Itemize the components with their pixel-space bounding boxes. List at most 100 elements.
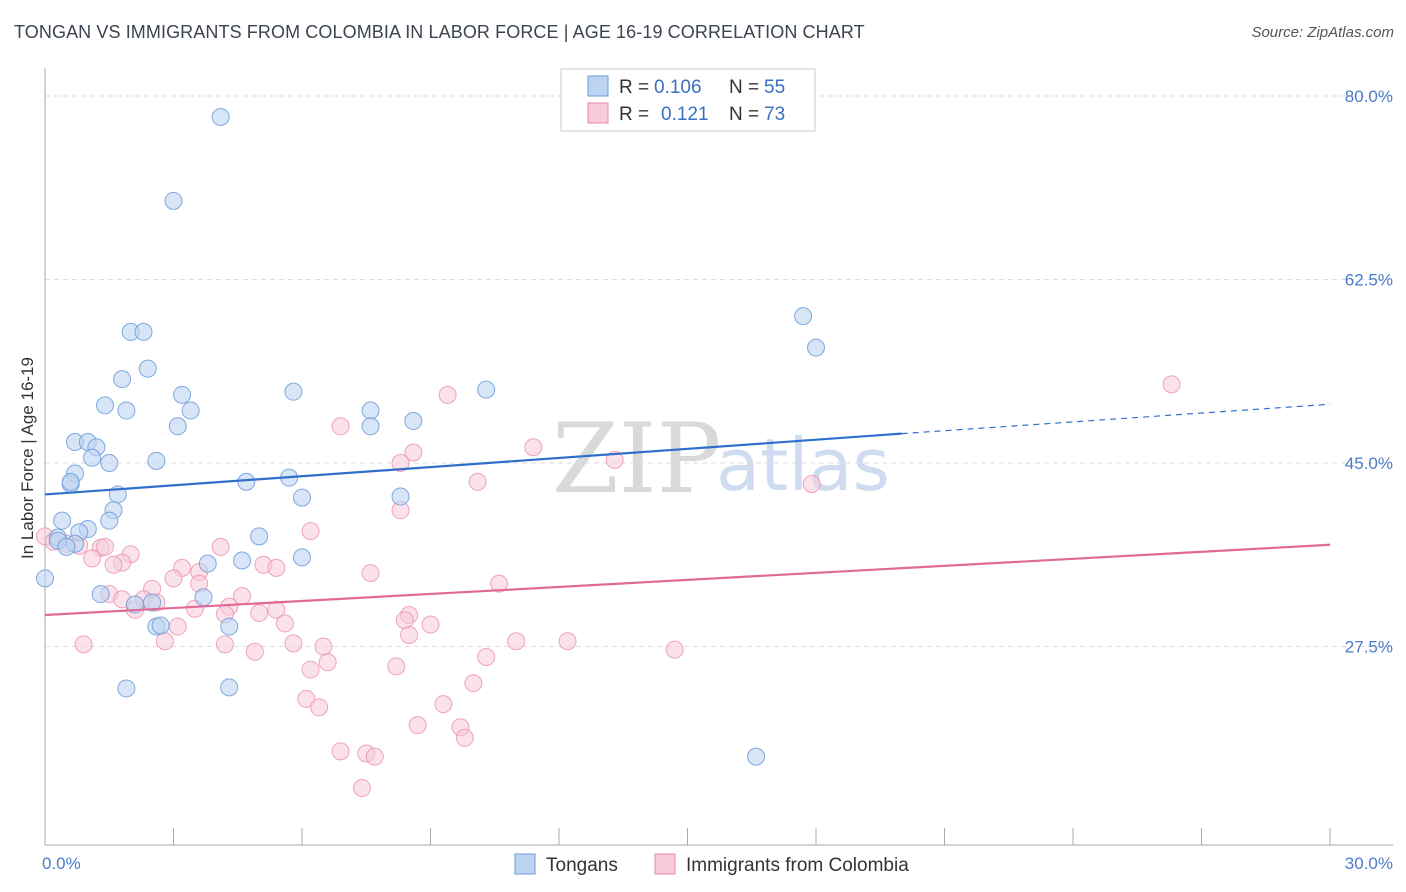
x-tick-label: 30.0% bbox=[1345, 854, 1393, 873]
tongan-point bbox=[293, 488, 311, 507]
y-tick-label: 27.5% bbox=[1345, 637, 1393, 656]
colombia-points bbox=[36, 375, 1181, 798]
bottom-legend-swatch-colombia bbox=[654, 853, 676, 875]
tongan-point bbox=[164, 191, 183, 210]
colombia-point bbox=[361, 564, 380, 583]
colombia-point bbox=[211, 537, 230, 556]
colombia-point bbox=[95, 537, 114, 556]
bottom-legend-label-tongans: Tongans bbox=[546, 855, 618, 876]
legend-r-value-tongans: 0.106 bbox=[654, 77, 702, 98]
colombia-point bbox=[245, 642, 264, 661]
tongan-point bbox=[95, 396, 114, 415]
colombia-point bbox=[74, 635, 93, 654]
legend-n-label-tongans: N = bbox=[729, 77, 759, 98]
tongan-point bbox=[293, 548, 311, 567]
legend-r-value-colombia: 0.121 bbox=[661, 104, 709, 125]
colombia-trend-line bbox=[44, 543, 1331, 617]
tongan-point bbox=[53, 511, 72, 530]
x-tick-label: 0.0% bbox=[42, 854, 81, 873]
colombia-point bbox=[310, 698, 329, 717]
colombia-point bbox=[301, 660, 320, 679]
colombia-point bbox=[331, 417, 350, 436]
tongan-points bbox=[36, 107, 825, 766]
colombia-point bbox=[387, 657, 406, 676]
colombia-point bbox=[352, 779, 371, 798]
colombia-point bbox=[284, 634, 303, 653]
correlation-legend: R = 0.106 N = 55 R = 0.121 N = 73 bbox=[560, 68, 816, 132]
tongan-point bbox=[747, 747, 766, 766]
colombia-point bbox=[404, 443, 423, 462]
y-tick-label: 45.0% bbox=[1345, 454, 1393, 473]
tongan-point bbox=[391, 487, 410, 506]
colombia-point bbox=[434, 695, 453, 714]
colombia-point bbox=[802, 474, 821, 493]
colombia-point bbox=[267, 558, 286, 577]
tongan-point bbox=[220, 678, 239, 697]
colombia-point bbox=[464, 674, 483, 693]
colombia-point bbox=[275, 614, 294, 633]
legend-swatch-colombia bbox=[587, 102, 609, 124]
legend-r-label-colombia: R = bbox=[619, 104, 649, 125]
watermark: ZIP atlas bbox=[552, 403, 890, 515]
series-legend: Tongans Immigrants from Colombia bbox=[514, 853, 909, 876]
tongan-point bbox=[91, 585, 110, 604]
y-tick-labels: 27.5% 45.0% 62.5% 80.0% bbox=[1345, 87, 1393, 657]
tongan-point bbox=[100, 453, 119, 472]
colombia-point bbox=[215, 635, 234, 654]
tongan-point bbox=[181, 401, 200, 420]
tongan-point bbox=[117, 401, 136, 420]
colombia-point bbox=[164, 569, 183, 588]
tongan-point bbox=[220, 617, 239, 636]
tongan-point bbox=[134, 322, 153, 341]
legend-n-label-colombia: N = bbox=[729, 104, 759, 125]
tongan-point bbox=[477, 380, 496, 399]
source-label: Source: ZipAtlas.com bbox=[1251, 24, 1394, 41]
colombia-point bbox=[365, 747, 384, 766]
colombia-point bbox=[331, 742, 350, 761]
tongan-point bbox=[233, 551, 252, 570]
x-tick-labels: 0.0% 30.0% bbox=[42, 854, 1393, 873]
tongan-point bbox=[151, 616, 170, 635]
tongan-point bbox=[361, 401, 380, 420]
colombia-point bbox=[408, 716, 427, 735]
colombia-point bbox=[168, 617, 187, 636]
tongan-point bbox=[168, 417, 187, 436]
tongan-trend-extension bbox=[901, 403, 1331, 435]
watermark-zip: ZIP bbox=[552, 403, 721, 515]
colombia-point bbox=[104, 555, 123, 574]
bottom-legend-label-colombia: Immigrants from Colombia bbox=[686, 855, 909, 876]
colombia-point bbox=[391, 453, 410, 472]
tongan-point bbox=[211, 107, 230, 126]
tongan-point bbox=[250, 527, 269, 546]
tongan-point bbox=[794, 307, 813, 326]
colombia-point bbox=[155, 632, 174, 651]
tongan-point bbox=[284, 382, 303, 401]
tongan-point bbox=[100, 511, 119, 530]
colombia-point bbox=[524, 438, 543, 457]
colombia-point bbox=[490, 574, 509, 593]
tongan-point bbox=[237, 472, 256, 491]
tongan-point bbox=[194, 588, 213, 607]
colombia-point bbox=[468, 472, 487, 491]
legend-n-value-tongans: 55 bbox=[764, 77, 785, 98]
colombia-point bbox=[665, 640, 684, 659]
tongan-point bbox=[138, 359, 157, 378]
colombia-point bbox=[477, 647, 496, 666]
chart-title: TONGAN VS IMMIGRANTS FROM COLOMBIA IN LA… bbox=[14, 22, 865, 42]
colombia-point bbox=[297, 689, 316, 708]
y-tick-label: 62.5% bbox=[1345, 270, 1393, 289]
colombia-point bbox=[455, 728, 474, 747]
colombia-point bbox=[83, 549, 102, 568]
tongan-point bbox=[147, 451, 166, 470]
tongan-point bbox=[61, 472, 80, 491]
tongan-trend-line bbox=[44, 432, 902, 496]
legend-swatch-tongans bbox=[587, 75, 609, 97]
y-tick-label: 80.0% bbox=[1345, 87, 1393, 106]
tongan-point bbox=[807, 338, 825, 357]
tongan-point bbox=[404, 412, 423, 431]
tongan-point bbox=[83, 448, 102, 467]
colombia-point bbox=[421, 615, 440, 634]
legend-r-label-tongans: R = bbox=[619, 77, 649, 98]
colombia-point bbox=[314, 637, 333, 656]
tongan-point bbox=[117, 679, 136, 698]
